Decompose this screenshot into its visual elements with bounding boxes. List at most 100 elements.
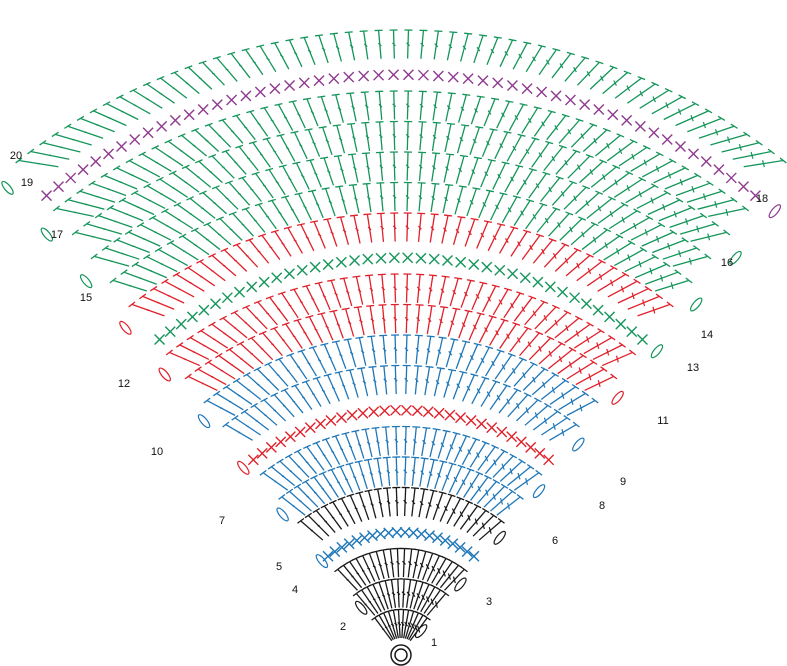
single-crochet-stitch (521, 83, 533, 95)
double-crochet-stitch (156, 75, 188, 99)
single-crochet-stitch (444, 409, 456, 421)
single-crochet-stitch (116, 140, 128, 152)
single-crochet-stitch (53, 181, 65, 193)
row-number-label: 5 (276, 561, 282, 573)
double-crochet-stitch (484, 349, 505, 377)
double-crochet-stitch (254, 202, 277, 230)
double-crochet-stitch (246, 109, 269, 137)
double-crochet-stitch (456, 124, 470, 154)
row-number-label: 4 (292, 584, 298, 596)
double-crochet-stitch (486, 36, 502, 65)
single-crochet-stitch (103, 148, 115, 160)
double-crochet-stitch (203, 397, 236, 416)
double-crochet-stitch (528, 171, 551, 199)
double-crochet-stitch (215, 216, 243, 241)
single-crochet-stitch (359, 532, 371, 544)
double-crochet-stitch (445, 338, 459, 368)
double-crochet-stitch (630, 222, 666, 241)
double-crochet-stitch (521, 233, 544, 261)
chain-loop-icon (532, 484, 546, 499)
double-crochet-stitch (698, 123, 738, 139)
double-crochet-stitch (455, 467, 475, 496)
double-crochet-stitch (328, 499, 349, 527)
single-crochet-stitch (737, 181, 749, 193)
single-crochet-stitch (198, 304, 210, 316)
single-crochet-stitch (621, 114, 633, 126)
double-crochet-stitch (373, 457, 383, 487)
double-crochet-stitch (378, 304, 387, 334)
double-crochet-stitch (281, 195, 301, 224)
double-crochet-stitch (464, 217, 479, 247)
double-crochet-stitch (310, 474, 332, 501)
double-crochet-stitch (418, 487, 429, 518)
double-crochet-stitch (390, 303, 399, 334)
single-crochet-stitch (455, 256, 467, 268)
double-crochet-stitch (589, 65, 618, 90)
double-crochet-stitch (208, 154, 235, 179)
single-crochet-stitch (246, 281, 258, 293)
double-crochet-stitch (431, 152, 441, 182)
single-crochet-stitch (284, 431, 296, 443)
double-crochet-stitch (509, 326, 532, 353)
single-crochet-stitch (607, 109, 619, 121)
double-crochet-stitch (264, 361, 289, 387)
double-crochet-stitch (466, 507, 490, 533)
double-crochet-stitch (461, 437, 481, 465)
double-crochet-stitch (302, 97, 319, 127)
double-crochet-stitch (293, 483, 319, 508)
double-crochet-stitch (679, 220, 719, 235)
double-crochet-stitch (83, 220, 123, 235)
double-crochet-stitch (364, 489, 377, 519)
double-crochet-stitch (431, 121, 441, 152)
double-crochet-stitch (348, 183, 360, 214)
single-crochet-stitch (90, 156, 102, 168)
double-crochet-stitch (172, 271, 205, 292)
double-crochet-stitch (417, 549, 430, 580)
single-crochet-stitch (336, 541, 348, 553)
double-crochet-stitch (401, 456, 410, 486)
double-crochet-stitch (381, 426, 390, 456)
row-1-stitches (371, 608, 431, 642)
double-crochet-stitch (614, 246, 648, 267)
double-crochet-stitch (352, 275, 364, 305)
double-crochet-stitch (654, 277, 693, 292)
double-crochet-stitch (429, 428, 441, 458)
row-number-label: 6 (552, 535, 558, 547)
double-crochet-stitch (176, 342, 210, 361)
double-crochet-stitch (232, 242, 259, 268)
single-crochet-stitch (296, 264, 308, 276)
double-crochet-stitch (283, 226, 303, 254)
double-crochet-stitch (483, 97, 500, 127)
double-crochet-stitch (487, 222, 506, 252)
single-crochet-stitch (41, 190, 53, 202)
double-crochet-stitch (554, 247, 582, 272)
double-crochet-stitch (267, 463, 296, 487)
double-crochet-stitch (278, 493, 306, 516)
double-crochet-stitch (499, 38, 517, 68)
chain-loop-icon (729, 250, 742, 265)
double-crochet-stitch (76, 115, 115, 133)
row-2-stitches (352, 578, 450, 616)
double-crochet-stitch (504, 164, 524, 193)
double-crochet-stitch (421, 426, 431, 457)
chain-loop-icon (119, 320, 132, 335)
double-crochet-stitch (426, 304, 436, 335)
double-crochet-stitch (503, 291, 525, 319)
double-crochet-stitch (301, 478, 326, 505)
double-crochet-stitch (198, 60, 225, 86)
single-crochet-stitch (492, 77, 504, 89)
double-crochet-stitch (363, 458, 376, 488)
double-crochet-stitch (444, 566, 468, 591)
double-crochet-stitch (455, 340, 471, 369)
double-crochet-stitch (280, 387, 304, 414)
double-crochet-stitch (375, 151, 384, 181)
single-crochet-stitch (402, 69, 414, 81)
double-crochet-stitch (651, 94, 687, 115)
double-crochet-stitch (627, 293, 663, 310)
double-crochet-stitch (443, 153, 455, 183)
row-20-stitches (1, 29, 787, 195)
double-crochet-stitch (478, 189, 494, 219)
double-crochet-stitch (506, 463, 535, 487)
double-crochet-stitch (492, 287, 513, 316)
double-crochet-stitch (435, 559, 457, 586)
